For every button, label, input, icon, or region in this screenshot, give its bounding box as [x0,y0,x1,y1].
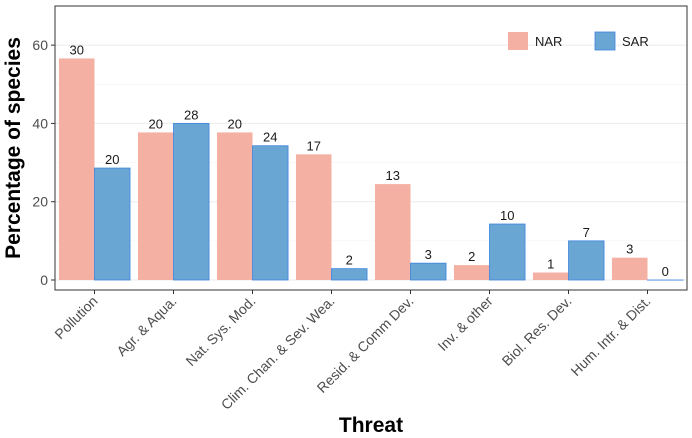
x-tick-label: Pollution [51,293,100,342]
bar-nar-6[interactable] [453,265,490,280]
bars [58,58,684,281]
y-axis-title: Percentage of species [2,37,25,259]
bar-sar-6[interactable] [489,223,526,281]
bar-nar-1[interactable] [58,58,95,280]
bar-nar-7[interactable] [532,272,569,280]
bar-nar-5[interactable] [374,184,411,280]
plot-panel-border [54,5,688,291]
data-label-nar-8: 3 [626,242,633,257]
bar-sar-1[interactable] [94,167,131,281]
legend-key-nar[interactable] [508,32,528,50]
y-tick-label: 40 [32,115,48,131]
data-label-nar-6: 2 [468,249,475,264]
data-label-sar-3: 24 [263,130,277,145]
y-tick-label: 0 [40,272,48,288]
data-label-nar-1: 30 [69,42,83,57]
x-axis-title: Threat [339,414,403,437]
data-label-sar-2: 28 [184,107,198,122]
bar-sar-7[interactable] [568,240,605,281]
x-tick-label: Biol. Res. Dev. [499,293,575,369]
legend-label-sar: SAR [622,34,649,49]
bar-sar-3[interactable] [252,145,289,281]
bar-sar-5[interactable] [410,262,447,281]
y-tick-label: 60 [32,37,48,53]
legend[interactable]: NAR SAR [508,31,649,51]
bar-nar-3[interactable] [216,132,253,280]
bar-sar-4[interactable] [331,268,368,281]
data-label-sar-5: 3 [425,247,432,262]
legend-key-sar[interactable] [594,31,616,51]
data-label-nar-3: 20 [227,116,241,131]
bar-nar-4[interactable] [295,154,332,280]
data-label-nar-4: 17 [306,138,320,153]
y-tick-label: 20 [32,194,48,210]
bar-sar-2[interactable] [173,123,210,281]
bar-nar-8[interactable] [611,257,648,280]
data-label-sar-6: 10 [500,208,514,223]
x-tick-label: Inv. & other [434,293,495,354]
data-label-sar-1: 20 [105,152,119,167]
x-tick-label: Nat. Sys. Mod. [182,293,258,369]
data-label-nar-2: 20 [148,116,162,131]
data-label-nar-7: 1 [547,257,554,272]
data-label-sar-7: 7 [583,225,590,240]
data-label-sar-8: 0 [662,264,669,279]
x-tick-label: Agr. & Aqua. [113,293,179,359]
x-tick-label: Hum. Intr. & Dist. [567,293,653,379]
bar-nar-2[interactable] [137,132,174,280]
legend-label-nar: NAR [535,34,562,49]
data-label-nar-5: 13 [385,168,399,183]
data-label-sar-4: 2 [346,253,353,268]
